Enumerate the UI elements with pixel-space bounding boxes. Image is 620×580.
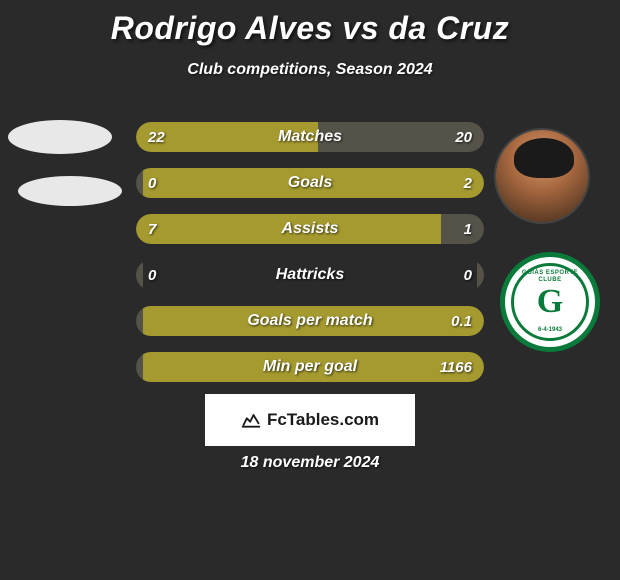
stat-bar-left <box>136 214 441 244</box>
stats-container: Matches2220Goals02Assists71Hattricks00Go… <box>136 122 484 398</box>
club-badge-inner: GOIÁS ESPORTE CLUBE G 6-4-1943 <box>511 263 589 341</box>
stat-bar-right <box>441 214 485 244</box>
stat-bar-track <box>136 168 484 198</box>
stat-value-right: 1 <box>464 214 472 244</box>
footer-brand-text: FcTables.com <box>267 410 379 430</box>
stat-row: Assists71 <box>136 214 484 244</box>
stat-bar-right <box>143 352 484 382</box>
stat-bar-left <box>136 306 143 336</box>
stat-bar-left <box>136 352 143 382</box>
stat-row: Goals02 <box>136 168 484 198</box>
club-badge-top-text: GOIÁS ESPORTE CLUBE <box>514 270 586 283</box>
stat-bar-track <box>136 122 484 152</box>
stat-bar-track <box>136 352 484 382</box>
footer-date: 18 november 2024 <box>0 454 620 472</box>
stat-bar-left <box>136 260 143 290</box>
stat-bar-track <box>136 306 484 336</box>
stat-value-left: 7 <box>148 214 156 244</box>
club-badge-letter: G <box>537 288 563 315</box>
page-title: Rodrigo Alves vs da Cruz <box>0 0 620 47</box>
stat-bar-right <box>143 306 484 336</box>
player-right-club-badge: GOIÁS ESPORTE CLUBE G 6-4-1943 <box>500 252 600 352</box>
stat-row: Matches2220 <box>136 122 484 152</box>
stat-value-left: 0 <box>148 260 156 290</box>
stat-bar-right <box>477 260 484 290</box>
stat-value-right: 2 <box>464 168 472 198</box>
stat-row: Hattricks00 <box>136 260 484 290</box>
stat-value-right: 0 <box>464 260 472 290</box>
player-left-avatar-placeholder-1 <box>8 120 112 154</box>
stat-value-right: 1166 <box>440 352 472 382</box>
stat-value-right: 20 <box>455 122 472 152</box>
player-left-avatar-placeholder-2 <box>18 176 122 206</box>
stat-row: Min per goal1166 <box>136 352 484 382</box>
stat-value-left: 0 <box>148 168 156 198</box>
stat-value-right: 0.1 <box>451 306 472 336</box>
stat-bar-right <box>143 168 484 198</box>
footer-brand-box: FcTables.com <box>205 394 415 446</box>
stat-value-left: 22 <box>148 122 165 152</box>
page-subtitle: Club competitions, Season 2024 <box>0 61 620 79</box>
stat-row: Goals per match0.1 <box>136 306 484 336</box>
stat-bar-left <box>136 168 143 198</box>
stat-bar-track <box>136 260 484 290</box>
club-badge-bottom-text: 6-4-1943 <box>538 327 562 334</box>
fctables-logo-icon <box>241 410 261 430</box>
stat-bar-track <box>136 214 484 244</box>
player-right-avatar <box>494 128 590 224</box>
